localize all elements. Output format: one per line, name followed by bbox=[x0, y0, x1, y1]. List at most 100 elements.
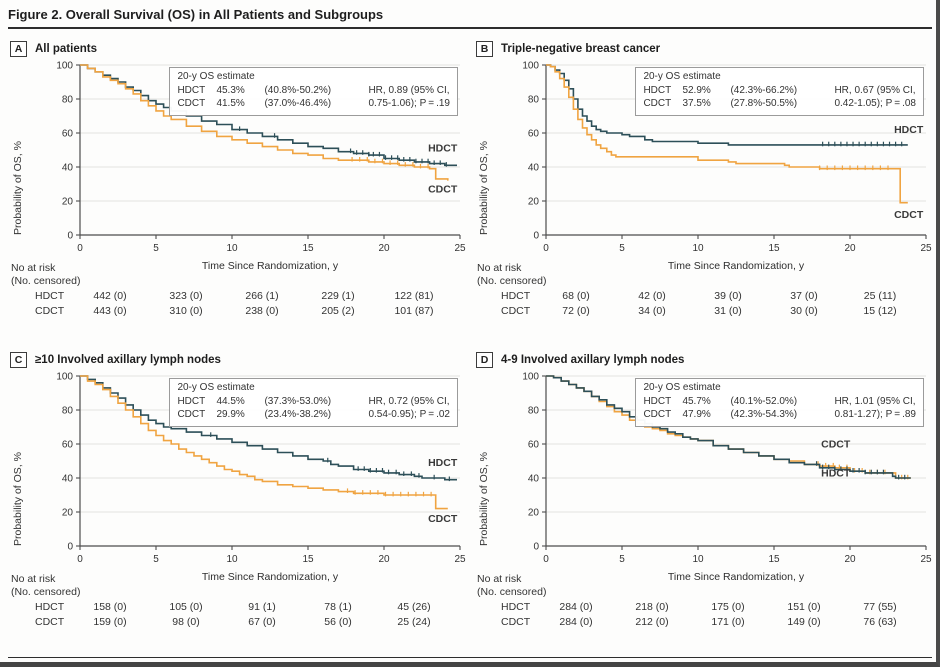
svg-text:20: 20 bbox=[844, 243, 856, 254]
stats-ci: (27.8%-50.5%) bbox=[730, 98, 798, 109]
stats-ci: (40.1%-52.0%) bbox=[730, 395, 798, 407]
risk-table-a: Time Since Randomization, y No at risk (… bbox=[8, 259, 468, 341]
figure-bottom-rule bbox=[8, 657, 932, 658]
risk-value: 76 (63) bbox=[863, 616, 897, 628]
stats-arm: HDCT bbox=[643, 84, 672, 96]
risk-value: 122 (81) bbox=[394, 290, 434, 302]
svg-text:10: 10 bbox=[692, 243, 704, 254]
x-axis-label: Time Since Randomization, y bbox=[667, 260, 805, 272]
risk-value: 31 (0) bbox=[714, 305, 742, 317]
risk-value: 205 (2) bbox=[321, 305, 355, 317]
svg-text:20: 20 bbox=[62, 197, 74, 208]
risk-value: 442 (0) bbox=[93, 290, 127, 302]
panel-c: C ≥10 Involved axillary lymph nodes Prob… bbox=[8, 349, 468, 652]
svg-text:20: 20 bbox=[62, 508, 74, 519]
svg-text:0: 0 bbox=[543, 243, 549, 254]
risk-arm: CDCT bbox=[35, 616, 65, 628]
risk-value: 212 (0) bbox=[635, 616, 669, 628]
stats-hr: HR, 0.89 (95% CI, bbox=[368, 84, 450, 96]
risk-header: No at risk (No. censored) bbox=[11, 262, 80, 287]
panel-a-header: A All patients bbox=[10, 40, 468, 57]
panel-d-title: 4-9 Involved axillary lymph nodes bbox=[501, 353, 685, 366]
risk-value: 77 (55) bbox=[863, 601, 897, 613]
risk-value: 151 (0) bbox=[787, 601, 821, 613]
risk-header-line1: No at risk bbox=[11, 573, 56, 585]
panel-b-title: Triple-negative breast cancer bbox=[501, 42, 661, 55]
panel-b-label: B bbox=[476, 40, 493, 57]
svg-text:40: 40 bbox=[62, 163, 74, 174]
risk-value: 68 (0) bbox=[562, 290, 590, 302]
risk-value: 34 (0) bbox=[638, 305, 666, 317]
panel-a-title: All patients bbox=[35, 42, 97, 55]
stats-grid: HDCT 45.3% (40.8%-50.2%) HR, 0.89 (95% C… bbox=[177, 84, 450, 111]
svg-text:20: 20 bbox=[378, 554, 390, 565]
risk-row-hdct: HDCT 442 (0) 323 (0) 266 (1) 229 (1) 122… bbox=[8, 289, 468, 304]
stats-ci: (37.0%-46.4%) bbox=[264, 98, 332, 109]
risk-value: 159 (0) bbox=[93, 616, 127, 628]
risk-row-hdct: HDCT 158 (0) 105 (0) 91 (1) 78 (1) 45 (2… bbox=[8, 600, 468, 615]
risk-row-cdct: CDCT 284 (0) 212 (0) 171 (0) 149 (0) 76 … bbox=[474, 615, 934, 630]
stats-hr: 0.75-1.06); P = .19 bbox=[368, 98, 450, 109]
panel-d: D 4-9 Involved axillary lymph nodes Prob… bbox=[474, 349, 934, 652]
stats-ci: (37.3%-53.0%) bbox=[264, 395, 332, 407]
panel-d-plot: Probability of OS, % 0 20 40 60 80 100 0 5 10 15 2… bbox=[474, 370, 934, 570]
risk-header-line2: (No. censored) bbox=[11, 274, 81, 287]
risk-value: 175 (0) bbox=[711, 601, 745, 613]
stats-arm: CDCT bbox=[177, 98, 206, 109]
panel-c-plot: Probability of OS, % 0 20 40 60 80 100 0 5 10 15 2… bbox=[8, 370, 468, 570]
km-chart-c: 0 20 40 60 80 100 0 5 10 15 20 25 HDCT CDCT bbox=[56, 372, 466, 566]
svg-text:40: 40 bbox=[62, 474, 74, 485]
stats-hr: 0.42-1.05); P = .08 bbox=[834, 98, 916, 109]
svg-text:20: 20 bbox=[528, 197, 540, 208]
stats-hr: HR, 0.67 (95% CI, bbox=[834, 84, 916, 96]
risk-value: 78 (1) bbox=[324, 601, 352, 613]
risk-table-d: Time Since Randomization, y No at risk (… bbox=[474, 570, 934, 652]
risk-header-line1: No at risk bbox=[11, 262, 56, 274]
stats-title: 20-y OS estimate bbox=[177, 382, 255, 393]
svg-text:60: 60 bbox=[528, 440, 540, 451]
panel-b: B Triple-negative breast cancer Probabil… bbox=[474, 38, 934, 341]
stats-arm: HDCT bbox=[177, 84, 206, 96]
risk-value: 25 (11) bbox=[863, 290, 897, 302]
svg-text:10: 10 bbox=[692, 554, 704, 565]
stats-title: 20-y OS estimate bbox=[643, 382, 721, 393]
risk-arm: CDCT bbox=[501, 305, 531, 317]
panel-a: A All patients Probability of OS, % 0 20 4… bbox=[8, 38, 468, 341]
svg-text:0: 0 bbox=[543, 554, 549, 565]
risk-value: 42 (0) bbox=[638, 290, 666, 302]
risk-rows: HDCT 284 (0) 218 (0) 175 (0) 151 (0) 77 … bbox=[474, 600, 934, 630]
stats-title: 20-y OS estimate bbox=[177, 71, 255, 82]
svg-text:20: 20 bbox=[844, 554, 856, 565]
svg-text:5: 5 bbox=[153, 243, 159, 254]
svg-text:0: 0 bbox=[77, 243, 83, 254]
risk-value: 158 (0) bbox=[93, 601, 127, 613]
risk-header: No at risk (No. censored) bbox=[477, 262, 546, 287]
risk-value: 91 (1) bbox=[248, 601, 276, 613]
x-axis-label: Time Since Randomization, y bbox=[667, 571, 805, 583]
svg-text:0: 0 bbox=[67, 231, 73, 242]
svg-text:5: 5 bbox=[619, 554, 625, 565]
risk-arm: HDCT bbox=[35, 601, 65, 613]
svg-text:25: 25 bbox=[920, 243, 932, 254]
stats-arm: CDCT bbox=[643, 409, 672, 420]
panel-d-label: D bbox=[476, 351, 493, 368]
stats-box-c: 20-y OS estimate HDCT 44.5% (37.3%-53.0%… bbox=[169, 378, 458, 427]
svg-text:10: 10 bbox=[226, 243, 238, 254]
risk-header-line1: No at risk bbox=[477, 573, 522, 585]
stats-box-a: 20-y OS estimate HDCT 45.3% (40.8%-50.2%… bbox=[169, 67, 458, 116]
risk-header-line2: (No. censored) bbox=[477, 585, 547, 598]
risk-value: 25 (24) bbox=[397, 616, 431, 628]
stats-pct: 45.7% bbox=[682, 395, 711, 407]
svg-text:40: 40 bbox=[528, 474, 540, 485]
y-axis-label: Probability of OS, % bbox=[478, 452, 490, 546]
stats-hr: 0.54-0.95); P = .02 bbox=[368, 409, 450, 420]
stats-ci: (42.3%-54.3%) bbox=[730, 409, 798, 420]
svg-text:0: 0 bbox=[533, 231, 539, 242]
svg-text:100: 100 bbox=[56, 61, 73, 72]
stats-box-d: 20-y OS estimate HDCT 45.7% (40.1%-52.0%… bbox=[635, 378, 924, 427]
risk-header-line2: (No. censored) bbox=[11, 585, 81, 598]
risk-row-cdct: CDCT 72 (0) 34 (0) 31 (0) 30 (0) 15 (12) bbox=[474, 304, 934, 319]
stats-grid: HDCT 45.7% (40.1%-52.0%) HR, 1.01 (95% C… bbox=[643, 395, 916, 422]
risk-rows: HDCT 158 (0) 105 (0) 91 (1) 78 (1) 45 (2… bbox=[8, 600, 468, 630]
